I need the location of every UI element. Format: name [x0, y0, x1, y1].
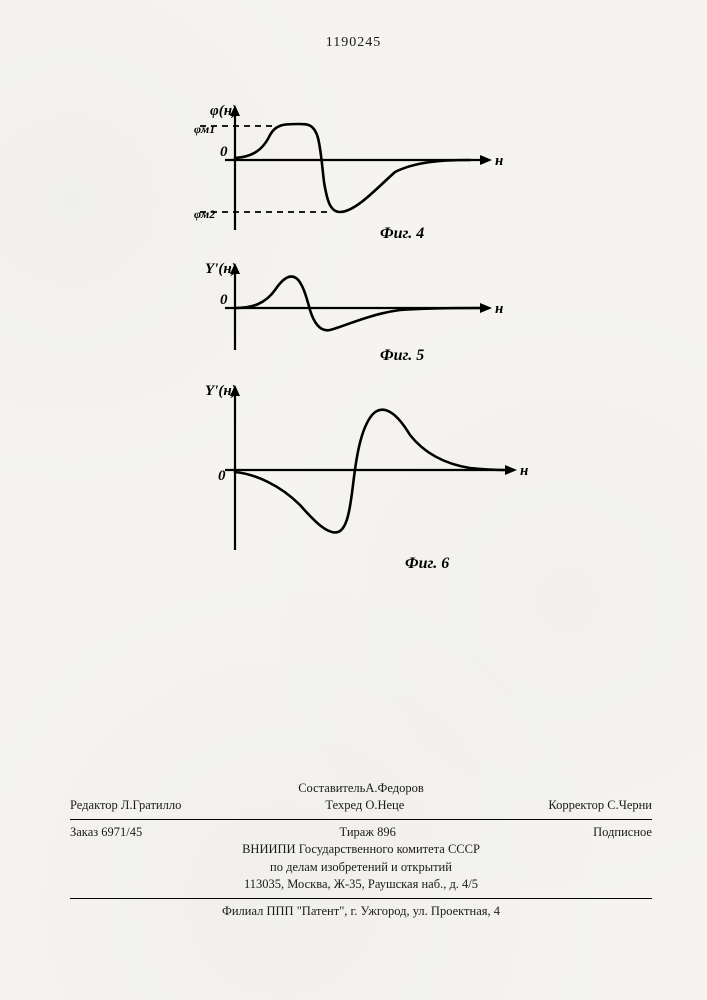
techred-label: Техред: [325, 798, 362, 812]
subscription: Подписное: [593, 824, 652, 842]
fig6-zero: 0: [218, 468, 226, 484]
order-row: Заказ 6971/45 Тираж 896 Подписное: [70, 824, 652, 842]
corrector: Корректор С.Черни: [548, 797, 652, 815]
tirazh: Тираж 896: [340, 824, 396, 842]
techred: Техред О.Неце: [325, 797, 404, 815]
address-line: 113035, Москва, Ж-35, Раушская наб., д. …: [70, 876, 652, 894]
fig5-x-arrow: [480, 303, 492, 313]
fig4-x-label: н: [495, 153, 503, 169]
figure-4-svg: φ(н) φм1 0 φм2 н Фиг. 4: [180, 100, 520, 250]
fig5-x-label: н: [495, 301, 503, 317]
figure-6-svg: Y'(н) 0 н Фиг. 6: [180, 380, 540, 575]
footer-rule-1: [70, 819, 652, 820]
credits-row: Редактор Л.Гратилло Техред О.Неце Коррек…: [70, 797, 652, 815]
editor-label: Редактор: [70, 798, 118, 812]
corrector-name: С.Черни: [607, 798, 652, 812]
fig5-zero: 0: [220, 292, 228, 308]
footer-block: СоставительА.Федоров Редактор Л.Гратилло…: [70, 780, 652, 921]
fig4-x-arrow: [480, 155, 492, 165]
figure-4: φ(н) φм1 0 φм2 н Фиг. 4: [180, 100, 520, 250]
fig5-caption: Фиг. 5: [380, 347, 424, 364]
fig6-x-label: н: [520, 463, 528, 479]
figure-5-svg: Y'(н) 0 н Фиг. 5: [180, 260, 520, 370]
figure-5: Y'(н) 0 н Фиг. 5: [180, 260, 520, 370]
fig6-caption: Фиг. 6: [405, 555, 449, 572]
fig6-x-arrow: [505, 465, 517, 475]
fig4-lower-label: φм2: [194, 207, 215, 221]
composer-line: СоставительА.Федоров: [70, 780, 652, 798]
fig6-y-label: Y'(н): [205, 383, 237, 399]
fig4-y-label: φ(н): [210, 103, 237, 119]
figures-group: φ(н) φм1 0 φм2 н Фиг. 4 Y'(н) 0 н Фиг. 5: [180, 100, 520, 585]
branch-line: Филиал ППП "Патент", г. Ужгород, ул. Про…: [70, 903, 652, 921]
editor-name: Л.Гратилло: [121, 798, 181, 812]
order-number: Заказ 6971/45: [70, 824, 142, 842]
org-line-2: по делам изобретений и открытий: [70, 859, 652, 877]
fig5-y-label: Y'(н): [205, 261, 237, 277]
fig5-curve: [235, 277, 480, 331]
composer-label: Составитель: [298, 781, 365, 795]
document-number: 1190245: [326, 35, 381, 51]
fig4-upper-label: φм1: [194, 122, 215, 136]
techred-name: О.Неце: [365, 798, 404, 812]
editor: Редактор Л.Гратилло: [70, 797, 181, 815]
fig4-caption: Фиг. 4: [380, 225, 424, 242]
figure-6: Y'(н) 0 н Фиг. 6: [180, 380, 520, 575]
corrector-label: Корректор: [548, 798, 604, 812]
fig4-curve: [235, 124, 470, 212]
composer-name: А.Федоров: [365, 781, 423, 795]
org-line-1: ВНИИПИ Государственного комитета СССР: [70, 841, 652, 859]
fig4-zero: 0: [220, 144, 228, 160]
footer-rule-2: [70, 898, 652, 899]
